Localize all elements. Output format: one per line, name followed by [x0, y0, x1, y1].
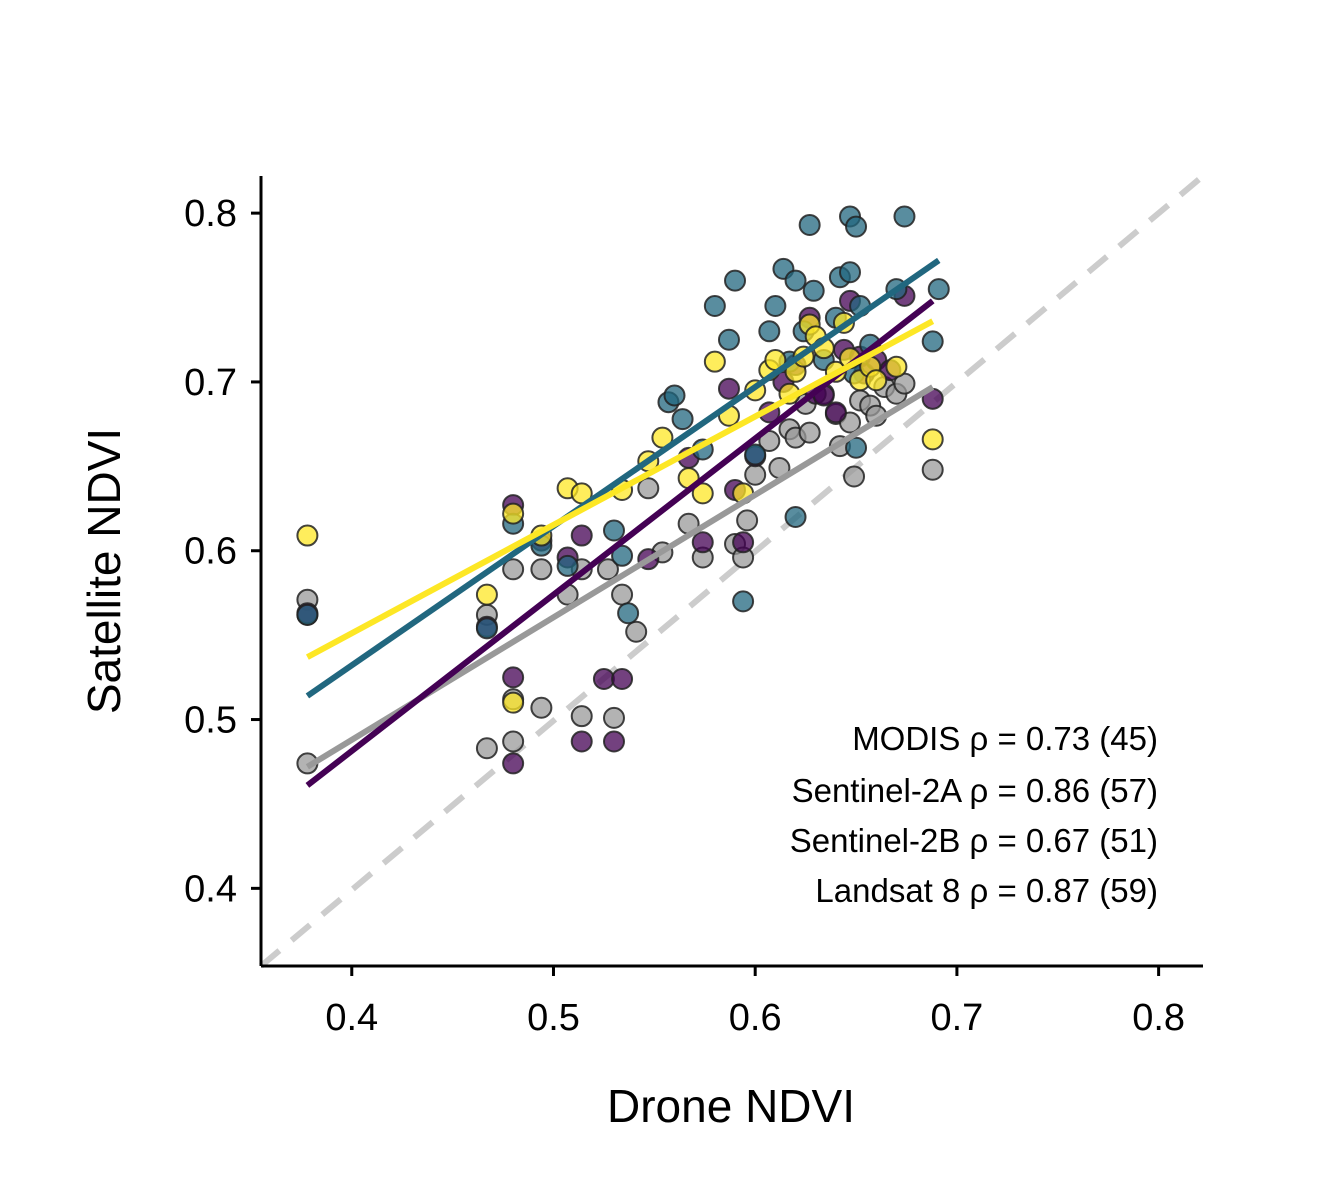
x-tick-label: 0.6 [729, 997, 782, 1039]
scatter-point [798, 421, 821, 444]
scatter-point [592, 668, 615, 691]
annotation-landsat-8: Landsat 8 ρ = 0.87 (59) [815, 872, 1158, 909]
scatter-point [865, 369, 888, 392]
y-tick-label: 0.8 [184, 193, 237, 235]
scatter-point [839, 261, 862, 284]
scatter-point [671, 408, 694, 431]
annotation-sentinel-2b: Sentinel-2B ρ = 0.67 (51) [790, 822, 1158, 859]
scatter-point [570, 705, 593, 728]
scatter-point [570, 730, 593, 753]
scatter-point [703, 350, 726, 373]
scatter-point [596, 558, 619, 581]
scatter-point [611, 583, 634, 606]
scatter-point [744, 443, 767, 466]
y-tick-label: 0.4 [184, 868, 237, 910]
scatter-point [691, 482, 714, 505]
scatter-point [744, 463, 767, 486]
axes: 0.4 0.5 0.6 0.7 0.8 0.4 0.5 0.6 0.7 0.8 [184, 176, 1203, 1039]
annotation-modis: MODIS ρ = 0.73 (45) [852, 720, 1158, 757]
x-tick-label: 0.8 [1132, 997, 1185, 1039]
scatter-point [296, 524, 319, 547]
scatter-point [843, 465, 866, 488]
scatter-point [703, 294, 726, 317]
regression-line [305, 257, 941, 699]
scatter-point [556, 554, 579, 577]
scatter-point [475, 583, 498, 606]
scatter-point [921, 428, 944, 451]
scatter-point [798, 213, 821, 236]
scatter-point [625, 620, 648, 643]
scatter-point [921, 330, 944, 353]
y-tick-label: 0.5 [184, 700, 237, 742]
scatter-point [732, 531, 755, 554]
scatter-point [663, 384, 686, 407]
x-axis-title: Drone NDVI [607, 1080, 855, 1132]
scatter-point [802, 279, 825, 302]
scatter-point [717, 328, 740, 351]
x-tick-label: 0.5 [527, 997, 580, 1039]
scatter-point [736, 509, 759, 532]
scatter-point [502, 502, 525, 525]
scatter-point [502, 558, 525, 581]
scatter-point [502, 666, 525, 689]
annotation-sentinel-2a: Sentinel-2A ρ = 0.86 (57) [792, 772, 1158, 809]
y-axis-title: Satellite NDVI [78, 428, 130, 714]
scatter-point [530, 696, 553, 719]
scatter-point [502, 752, 525, 775]
y-tick-label: 0.7 [184, 362, 237, 404]
scatter-point [758, 320, 781, 343]
scatter-point [927, 278, 950, 301]
scatter-point [893, 205, 916, 228]
scatter-point [602, 730, 625, 753]
scatter-point [617, 602, 640, 625]
scatter-point [824, 401, 847, 424]
scatter-point [611, 668, 634, 691]
scatter-point [530, 558, 553, 581]
scatter-point [296, 603, 319, 626]
plot-area [259, 173, 1205, 969]
scatter-point [475, 737, 498, 760]
scatter-point [602, 706, 625, 729]
scatter-point [475, 617, 498, 640]
x-tick-label: 0.7 [930, 997, 983, 1039]
scatter-point [611, 544, 634, 567]
scatter-point [845, 436, 868, 459]
scatter-point [502, 691, 525, 714]
scatter-point [784, 505, 807, 528]
y-tick-label: 0.6 [184, 531, 237, 573]
scatter-point [921, 458, 944, 481]
one-to-one-line [259, 173, 1205, 969]
scatter-point [637, 477, 660, 500]
scatter-point [764, 294, 787, 317]
scatter-point [784, 269, 807, 292]
x-tick-label: 0.4 [325, 997, 378, 1039]
scatter-point [885, 355, 908, 378]
regression-line [305, 298, 935, 788]
scatter-point [602, 519, 625, 542]
scatter-point [732, 590, 755, 613]
scatter-point [691, 531, 714, 554]
scatter-point [724, 269, 747, 292]
scatter-point [502, 730, 525, 753]
regression-line [305, 318, 935, 660]
scatter-point [845, 215, 868, 238]
scatter-point [570, 524, 593, 547]
scatter-point [717, 377, 740, 400]
